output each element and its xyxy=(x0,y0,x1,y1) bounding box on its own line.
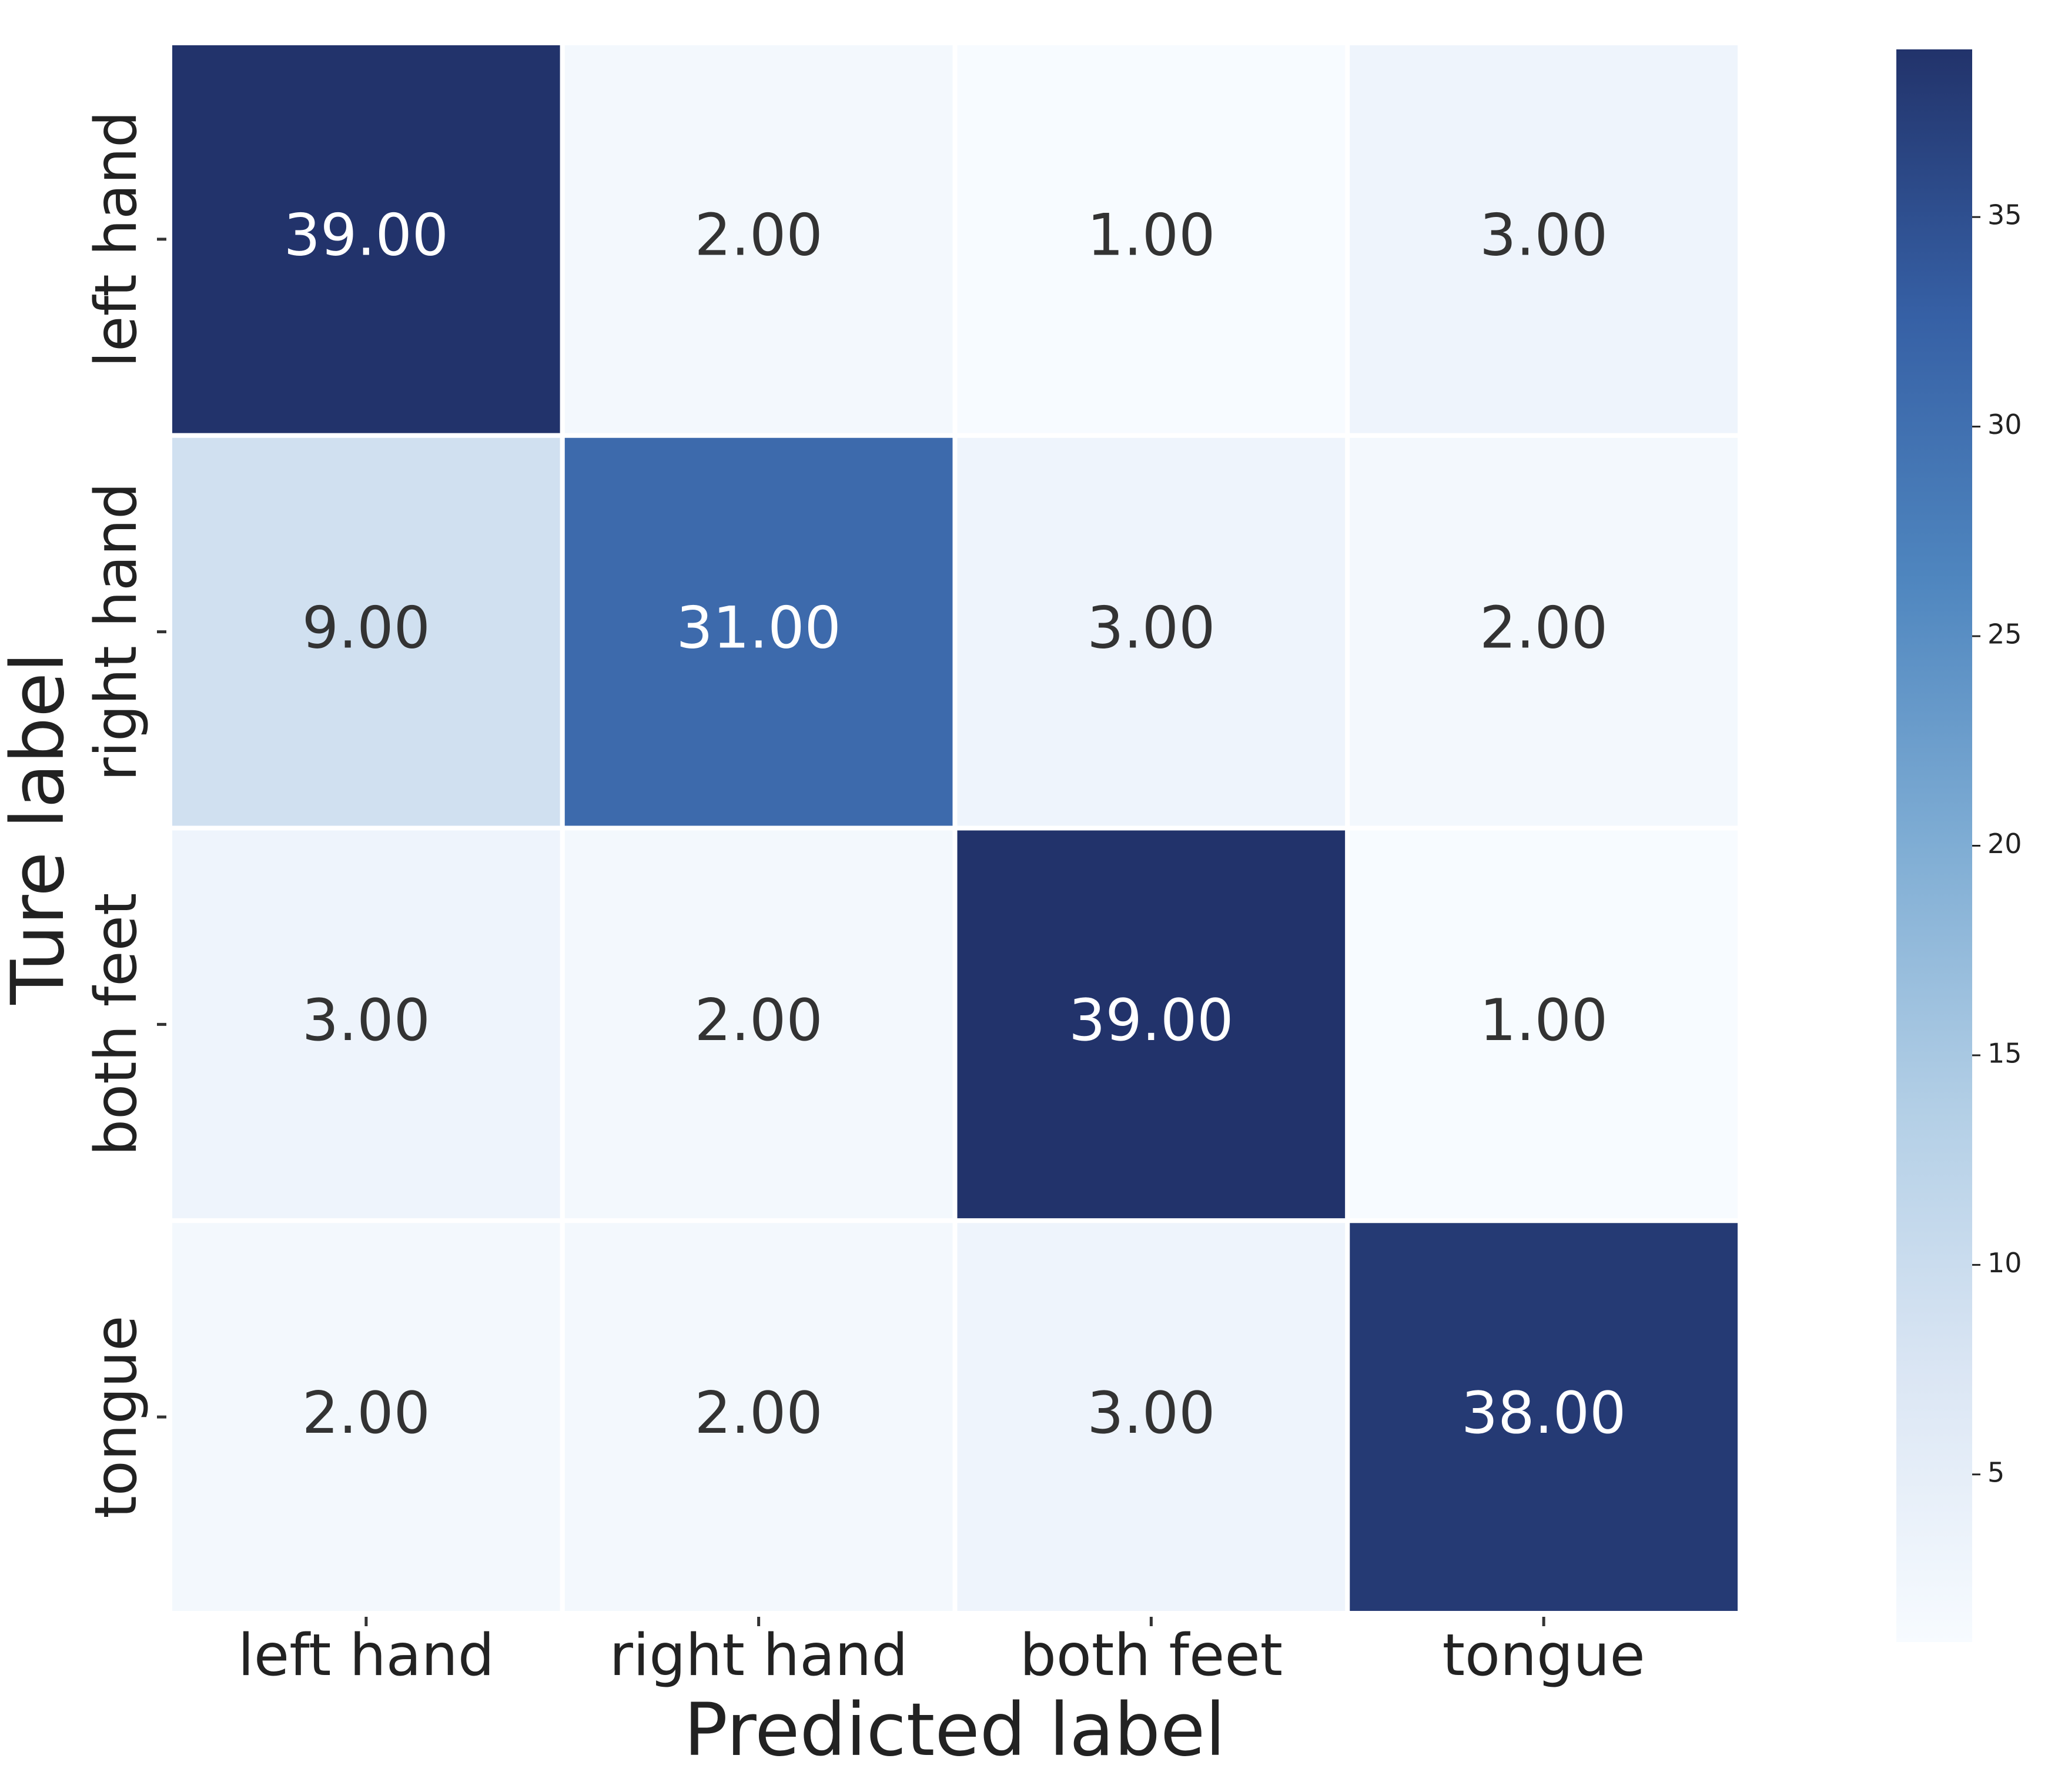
cell-label: 3.00 xyxy=(302,987,430,1054)
cell-label: 38.00 xyxy=(1461,1380,1627,1447)
x-tick-label: left hand xyxy=(238,1622,494,1689)
heatmap-cell xyxy=(168,1218,565,1616)
colorbar xyxy=(1896,49,1972,1642)
heatmap-cell xyxy=(560,433,958,831)
x-axis-label: Predicted label xyxy=(684,1688,1225,1773)
heatmap-cell xyxy=(560,825,958,1223)
x-tick-label: both feet xyxy=(1020,1622,1283,1689)
cell-label: 2.00 xyxy=(1480,594,1608,661)
cell-label: 3.00 xyxy=(1087,1380,1215,1447)
colorbar-tick-label: 10 xyxy=(1987,1247,2022,1279)
heatmap-cell xyxy=(1345,433,1742,831)
cell-label: 2.00 xyxy=(695,202,823,269)
heatmap-cell xyxy=(952,41,1350,438)
y-tick-label: tongue xyxy=(83,1316,150,1519)
heatmap-cell xyxy=(168,41,565,438)
colorbar-tick-label: 30 xyxy=(1987,409,2022,440)
cell-label: 9.00 xyxy=(302,594,430,661)
colorbar-tick-label: 35 xyxy=(1987,199,2022,231)
cell-label: 2.00 xyxy=(695,1380,823,1447)
heatmap-cell xyxy=(168,433,565,831)
y-axis-label: Ture label xyxy=(0,652,81,1005)
cell-label: 3.00 xyxy=(1480,202,1608,269)
heatmap-cell xyxy=(1345,825,1742,1223)
colorbar-tick-label: 5 xyxy=(1987,1456,2005,1488)
heatmap-cell xyxy=(560,41,958,438)
x-tick-label: tongue xyxy=(1443,1622,1645,1689)
colorbar-tick-label: 15 xyxy=(1987,1037,2022,1069)
heatmap-cell xyxy=(560,1218,958,1616)
cell-label: 39.00 xyxy=(284,202,449,269)
y-tick-label: left hand xyxy=(83,111,150,367)
cell-label: 2.00 xyxy=(302,1380,430,1447)
y-tick-label: both feet xyxy=(83,893,150,1156)
y-tick-label: right hand xyxy=(83,483,150,781)
colorbar-tick-label: 25 xyxy=(1987,618,2022,650)
cell-label: 39.00 xyxy=(1069,987,1234,1054)
cell-label: 3.00 xyxy=(1087,594,1215,661)
cell-label: 2.00 xyxy=(695,987,823,1054)
heatmap-cell xyxy=(1345,1218,1742,1616)
cell-label: 31.00 xyxy=(676,594,841,661)
cell-label: 1.00 xyxy=(1480,987,1608,1054)
cell-label: 1.00 xyxy=(1087,202,1215,269)
colorbar-tick-label: 20 xyxy=(1987,828,2022,860)
heatmap-cell xyxy=(1345,41,1742,438)
x-tick-label: right hand xyxy=(610,1622,908,1689)
